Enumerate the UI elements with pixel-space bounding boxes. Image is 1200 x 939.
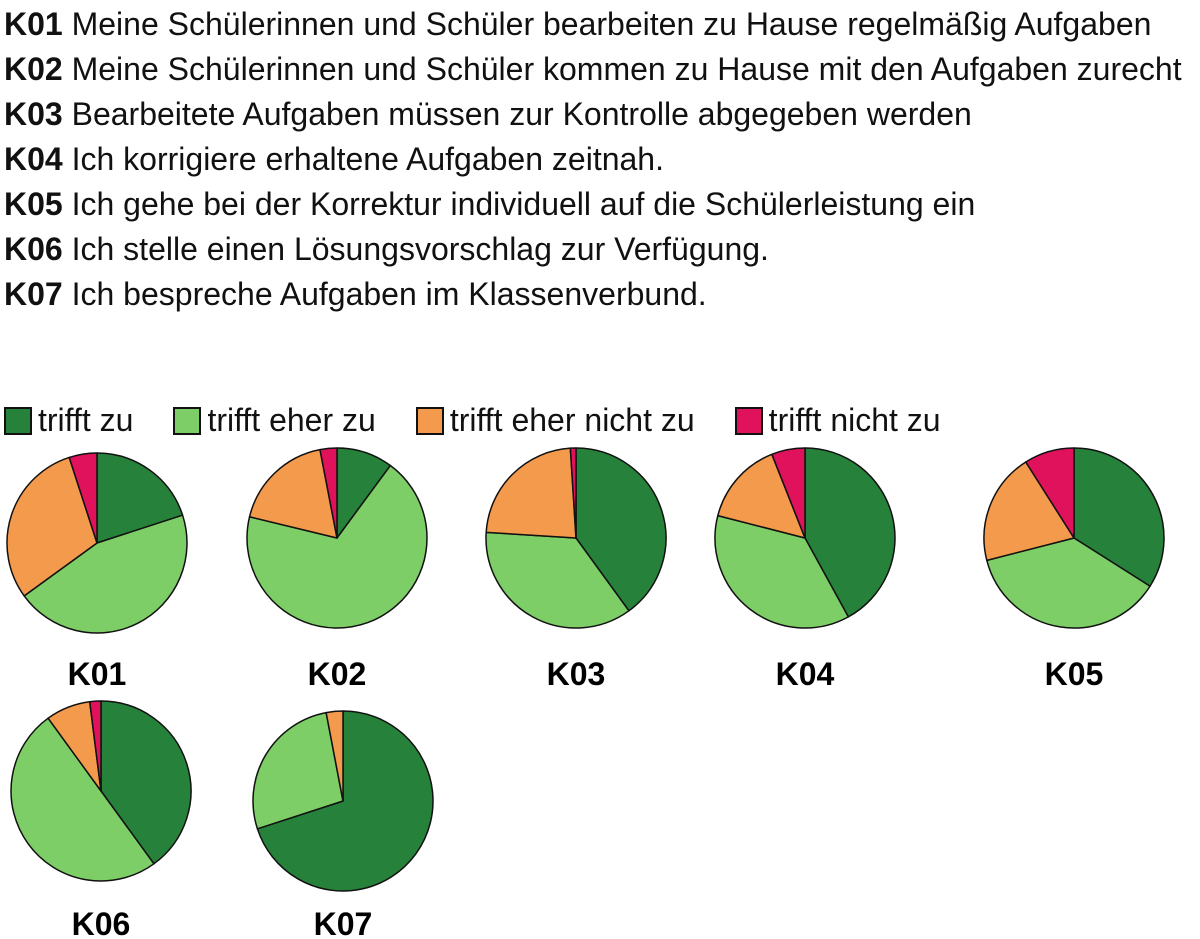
pie-label: K02 (308, 656, 367, 692)
item-k02: K02 Meine Schülerinnen und Schüler komme… (4, 47, 1198, 92)
legend-entry: trifft eher zu (173, 402, 376, 439)
item-code: K03 (4, 96, 63, 132)
legend-swatch (173, 406, 202, 435)
pie-k01: K01 (6, 452, 188, 692)
pie-slice-k01-2 (6, 456, 98, 597)
pie-slice-k06-3 (88, 700, 102, 792)
pie-slice-k07-2 (325, 710, 344, 802)
item-k05: K05 Ich gehe bei der Korrektur individue… (4, 182, 1198, 227)
pie-slice-k07-1 (252, 711, 344, 830)
pie-slice-k06-1 (10, 717, 155, 882)
pie-label: K07 (314, 906, 373, 939)
item-code: K05 (4, 186, 63, 222)
pie-label: K06 (72, 906, 131, 939)
item-text: Meine Schülerinnen und Schüler bearbeite… (62, 6, 1152, 42)
legend: trifft zu trifft eher zu trifft eher nicht… (4, 398, 1198, 443)
item-k01: K01 Meine Schülerinnen und Schüler bearb… (4, 2, 1198, 47)
item-code: K07 (4, 276, 63, 312)
pie-slice-k03-0 (575, 447, 667, 612)
item-code: K04 (4, 141, 63, 177)
item-text: Ich korrigiere erhaltene Aufgaben zeitna… (62, 141, 664, 177)
pie-k06: K06 (10, 700, 192, 939)
pie-slice-k02-1 (246, 464, 428, 629)
item-text: Meine Schülerinnen und Schüler kommen zu… (62, 51, 1182, 87)
pie-slice-k01-3 (68, 452, 98, 544)
pie-slice-k06-0 (100, 700, 192, 865)
pie-slice-k05-1 (986, 537, 1151, 629)
legend-label: trifft zu (38, 402, 134, 438)
pie-slice-k03-2 (485, 447, 577, 539)
item-k04: K04 Ich korrigiere erhaltene Aufgaben ze… (4, 137, 1198, 182)
pie-slice-k07-0 (256, 710, 434, 892)
pie-slice-k05-2 (983, 461, 1075, 562)
item-text: Ich gehe bei der Korrektur individuell a… (62, 186, 976, 222)
pie-label: K05 (1045, 656, 1104, 692)
legend-swatch (415, 406, 444, 435)
pie-k05: K05 (983, 447, 1165, 692)
pie-label: K03 (547, 656, 606, 692)
pie-slice-k01-0 (96, 452, 184, 544)
item-text: Ich stelle einen Lösungsvorschlag zur Ve… (62, 231, 769, 267)
pie-label: K04 (776, 656, 835, 692)
pie-slice-k03-3 (569, 447, 577, 539)
item-k07: K07 Ich bespreche Aufgaben im Klassenver… (4, 272, 1198, 317)
item-k06: K06 Ich stelle einen Lösungsvorschlag zu… (4, 227, 1198, 272)
legend-swatch (4, 406, 32, 435)
item-code: K01 (4, 6, 63, 42)
pie-slice-k04-3 (771, 447, 806, 539)
pie-k02: K02 (246, 447, 428, 692)
legend-label: trifft nicht zu (768, 402, 941, 438)
pie-slice-k02-3 (319, 447, 338, 539)
pie-slice-k03-1 (485, 531, 630, 629)
pie-slice-k04-0 (804, 447, 896, 618)
legend-swatch (734, 406, 763, 435)
pie-k03: K03 (485, 447, 667, 692)
item-code: K06 (4, 231, 63, 267)
pie-slice-k02-2 (248, 448, 338, 539)
item-text: Bearbeitete Aufgaben müssen zur Kontroll… (62, 96, 972, 132)
legend-entry: trifft eher nicht zu (415, 402, 695, 439)
pie-k07: K07 (252, 710, 434, 939)
legend-entry: trifft nicht zu (734, 402, 941, 439)
item-code: K02 (4, 51, 63, 87)
pie-k04: K04 (714, 447, 896, 692)
item-list: K01 Meine Schülerinnen und Schüler bearb… (4, 2, 1198, 317)
pie-label: K01 (68, 656, 127, 692)
legend-label: trifft eher nicht zu (449, 402, 695, 438)
pie-slice-k01-1 (23, 514, 188, 634)
legend-label: trifft eher zu (207, 402, 376, 438)
pie-slice-k05-3 (1025, 447, 1075, 539)
pie-slice-k04-1 (714, 514, 850, 629)
legend-entry: trifft zu (4, 402, 133, 439)
pie-slice-k04-2 (717, 453, 806, 539)
item-k03: K03 Bearbeitete Aufgaben müssen zur Kont… (4, 92, 1198, 137)
item-text: Ich bespreche Aufgaben im Klassenverbund… (62, 276, 707, 312)
